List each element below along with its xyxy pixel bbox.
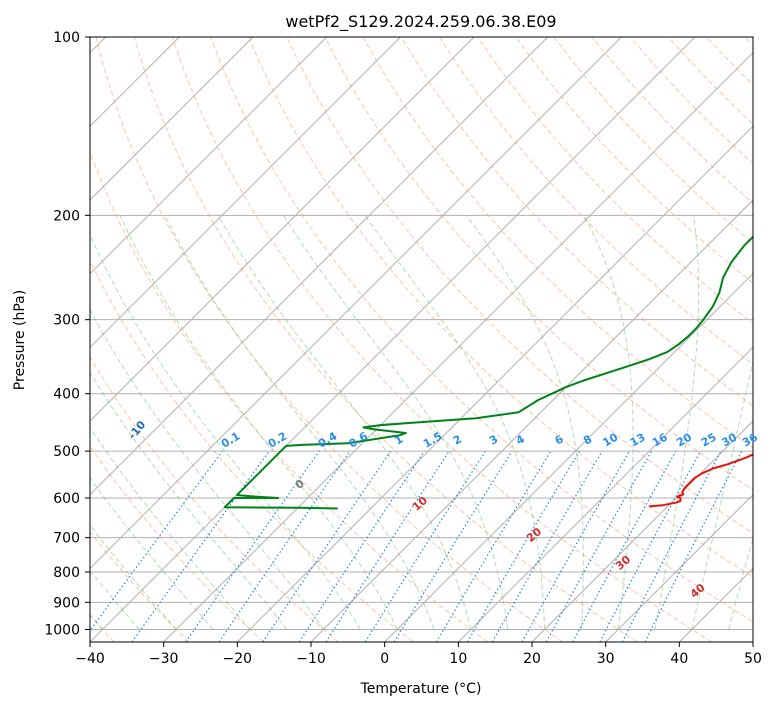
isotherm-gridline <box>90 37 549 496</box>
dry-adiabat <box>133 37 638 642</box>
x-tick-label: −30 <box>149 651 179 667</box>
moist-adiabat <box>217 215 472 630</box>
x-tick-label: 40 <box>670 651 688 667</box>
moist-adiabat <box>90 371 288 630</box>
y-axis-title: Pressure (hPa) <box>12 290 28 390</box>
y-tick-label: 900 <box>53 595 80 611</box>
series-line-0 <box>649 453 753 508</box>
x-tick-label: −40 <box>75 651 105 667</box>
isotherm-gridline <box>236 125 753 642</box>
moist-adiabat <box>90 569 140 630</box>
isotherm-gridline <box>90 37 696 642</box>
y-tick-label: 100 <box>53 30 80 46</box>
moist-adiabat <box>283 215 509 630</box>
isotherm-gridline <box>90 37 254 201</box>
moist-adiabat <box>90 308 324 630</box>
isotherm-gridline <box>605 493 753 642</box>
mixing-ratio-line <box>521 450 631 642</box>
dry-adiabat <box>90 356 339 642</box>
mixing-ratio-line <box>90 450 223 632</box>
isotherm-gridline <box>457 346 753 642</box>
mixing-ratio-line <box>131 450 270 642</box>
x-tick-label: 10 <box>449 651 467 667</box>
isotherm-gridline <box>90 37 401 349</box>
moist-adiabat <box>119 215 398 630</box>
dry-adiabat <box>324 37 753 491</box>
y-tick-label: 700 <box>53 531 80 547</box>
moist-adiabat <box>364 215 546 630</box>
isotherm-gridline <box>90 37 328 275</box>
dry-adiabat <box>248 37 753 578</box>
y-tick-label: 400 <box>53 387 80 403</box>
chart-title: wetPf2_S129.2024.259.06.38.E09 <box>285 12 556 32</box>
dry-adiabat <box>515 37 753 284</box>
mixing-ratio-line <box>545 450 653 642</box>
dry-adiabat <box>90 445 264 642</box>
isotherm-gridline <box>90 37 622 570</box>
y-tick-label: 300 <box>53 313 80 329</box>
plot-frame <box>89 36 754 643</box>
isotherm-gridline <box>384 272 753 642</box>
x-axis-title: Temperature (°C) <box>360 681 482 697</box>
mixing-ratio-line <box>644 450 743 642</box>
x-tick-label: −10 <box>296 651 326 667</box>
mixing-ratio-line <box>298 450 425 642</box>
isotherm-gridline <box>163 51 753 642</box>
y-tick-label: 200 <box>53 208 80 224</box>
dry-adiabat <box>171 37 712 642</box>
moist-adiabat <box>466 215 584 630</box>
mixing-ratio-line <box>393 450 513 642</box>
moist-adiabat <box>90 524 177 630</box>
dry-adiabat <box>400 37 753 407</box>
y-tick-label: 800 <box>53 565 80 581</box>
isotherm-gridline <box>531 420 753 642</box>
x-tick-label: −20 <box>223 651 253 667</box>
dry-adiabat <box>438 37 753 366</box>
mixing-ratio-line <box>262 450 392 642</box>
moist-adiabat <box>583 215 634 630</box>
dry-adiabat <box>90 150 488 642</box>
x-tick-label: 0 <box>380 651 389 667</box>
y-tick-label: 600 <box>53 491 80 507</box>
x-tick-label: 30 <box>597 651 615 667</box>
mixing-ratio-line <box>325 450 450 642</box>
dry-adiabat <box>95 37 563 642</box>
dry-adiabat <box>90 531 190 642</box>
plot-area <box>90 37 753 642</box>
moist-adiabat <box>90 426 251 630</box>
moist-adiabat <box>90 477 214 630</box>
mixing-ratio-line <box>572 450 677 642</box>
x-tick-label: 20 <box>523 651 541 667</box>
mixing-ratio-line <box>185 450 320 642</box>
y-tick-label: 1000 <box>44 622 80 638</box>
series-line-1 <box>223 235 753 510</box>
x-tick-label: 50 <box>744 651 762 667</box>
y-tick-label: 500 <box>53 444 80 460</box>
dry-adiabat <box>210 37 753 623</box>
isotherm-gridline <box>90 37 475 422</box>
mixing-ratio-line <box>218 450 351 642</box>
